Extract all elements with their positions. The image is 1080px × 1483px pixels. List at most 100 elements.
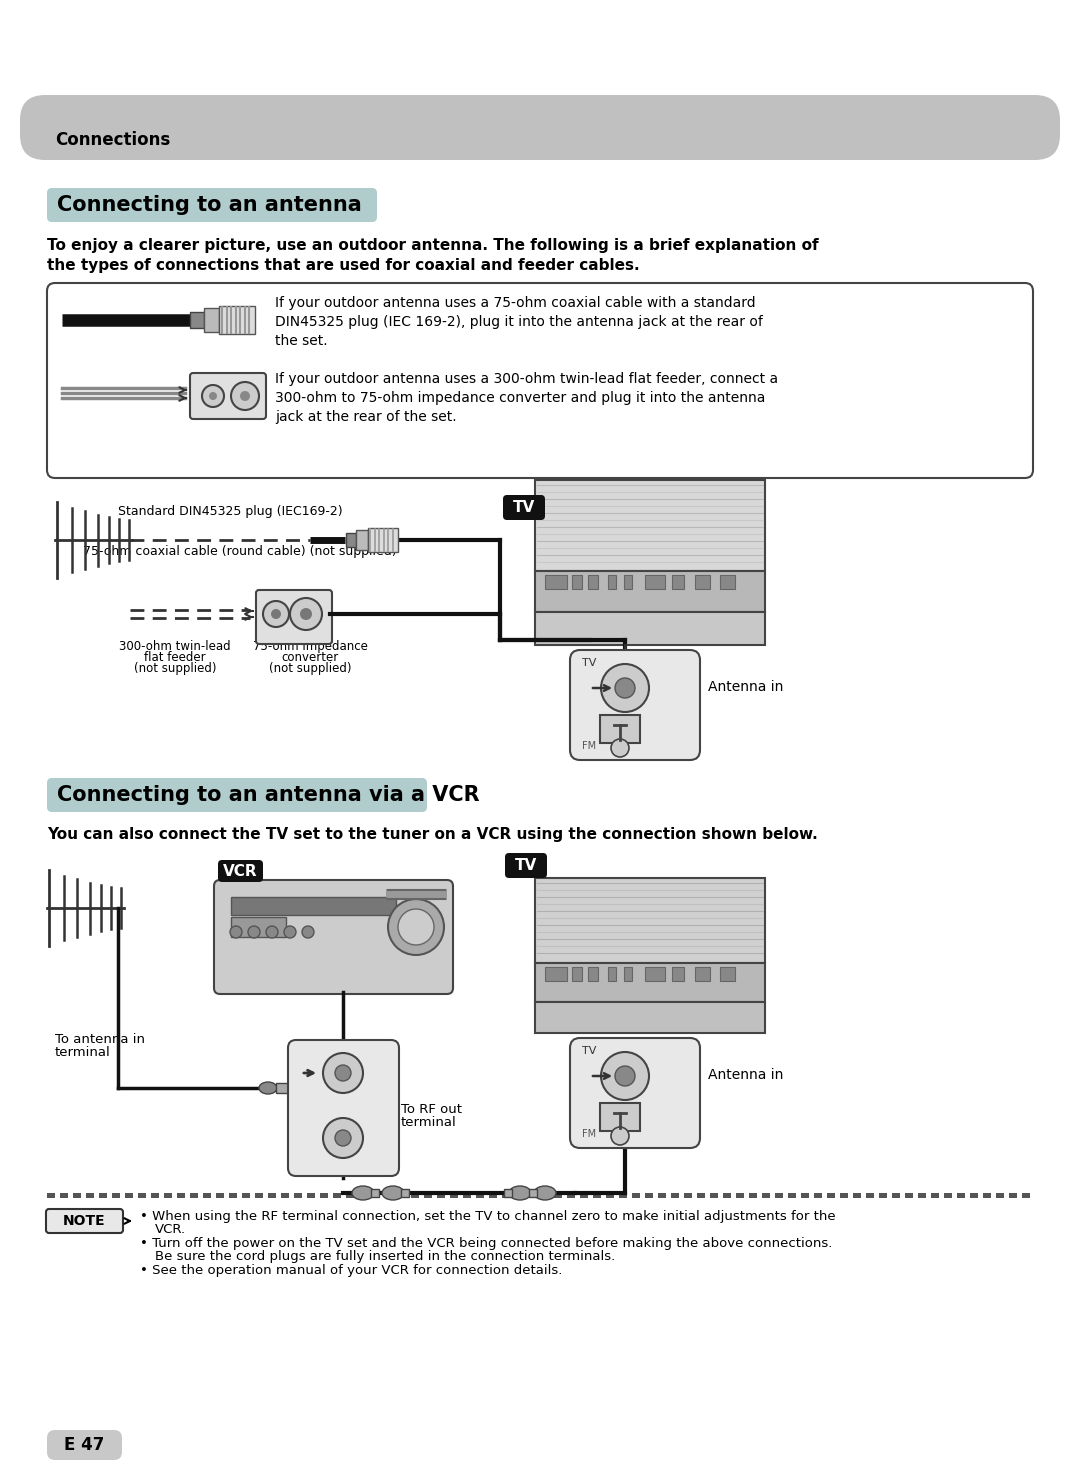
Bar: [359, 1192, 367, 1198]
Bar: [529, 1189, 537, 1197]
Text: terminal: terminal: [55, 1046, 111, 1059]
Bar: [567, 1192, 575, 1198]
Bar: [372, 1192, 380, 1198]
Text: (not supplied): (not supplied): [269, 661, 351, 675]
Bar: [368, 528, 399, 552]
Bar: [606, 1192, 615, 1198]
Bar: [827, 1192, 835, 1198]
FancyBboxPatch shape: [256, 590, 332, 644]
Text: You can also connect the TV set to the tuner on a VCR using the connection shown: You can also connect the TV set to the t…: [48, 828, 818, 842]
Text: 75-ohm impedance: 75-ohm impedance: [253, 641, 367, 653]
Bar: [219, 305, 255, 334]
FancyBboxPatch shape: [214, 879, 453, 994]
Bar: [957, 1192, 966, 1198]
FancyBboxPatch shape: [288, 1040, 399, 1176]
Circle shape: [202, 386, 224, 406]
Bar: [535, 964, 765, 1003]
Circle shape: [323, 1053, 363, 1093]
Text: converter: converter: [282, 651, 339, 664]
Bar: [99, 1192, 107, 1198]
Bar: [983, 1192, 991, 1198]
Text: Antenna in: Antenna in: [708, 1068, 783, 1083]
Bar: [356, 529, 368, 550]
Bar: [535, 612, 765, 645]
Bar: [840, 1192, 848, 1198]
FancyBboxPatch shape: [190, 374, 266, 420]
Text: To RF out: To RF out: [401, 1103, 462, 1117]
Bar: [112, 1192, 120, 1198]
Bar: [892, 1192, 900, 1198]
Circle shape: [388, 899, 444, 955]
Bar: [437, 1192, 445, 1198]
Bar: [216, 1192, 224, 1198]
Bar: [255, 1192, 264, 1198]
Bar: [931, 1192, 939, 1198]
FancyBboxPatch shape: [570, 1038, 700, 1148]
Text: 300-ohm twin-lead: 300-ohm twin-lead: [119, 641, 231, 653]
Text: Be sure the cord plugs are fully inserted in the connection terminals.: Be sure the cord plugs are fully inserte…: [156, 1250, 616, 1264]
Text: Standard DIN45325 plug (IEC169-2): Standard DIN45325 plug (IEC169-2): [118, 506, 342, 518]
Bar: [866, 1192, 874, 1198]
Bar: [203, 1192, 211, 1198]
FancyBboxPatch shape: [48, 188, 377, 222]
Bar: [572, 967, 582, 982]
Bar: [229, 1192, 237, 1198]
Bar: [489, 1192, 497, 1198]
FancyBboxPatch shape: [21, 95, 1059, 160]
Bar: [905, 1192, 913, 1198]
Bar: [750, 1192, 757, 1198]
FancyBboxPatch shape: [570, 650, 700, 759]
Bar: [384, 1192, 393, 1198]
Text: E 47: E 47: [64, 1436, 104, 1453]
Bar: [504, 1189, 512, 1197]
Bar: [190, 311, 204, 328]
Bar: [463, 1192, 471, 1198]
Circle shape: [600, 1051, 649, 1100]
Bar: [320, 1192, 328, 1198]
Bar: [814, 1192, 822, 1198]
Circle shape: [615, 1066, 635, 1086]
Circle shape: [240, 392, 249, 400]
Text: To enjoy a clearer picture, use an outdoor antenna. The following is a brief exp: To enjoy a clearer picture, use an outdo…: [48, 237, 819, 254]
Text: Connections: Connections: [55, 131, 171, 148]
Bar: [411, 1192, 419, 1198]
Bar: [424, 1192, 432, 1198]
Circle shape: [210, 392, 217, 400]
Bar: [672, 967, 684, 982]
Text: (not supplied): (not supplied): [134, 661, 216, 675]
Bar: [775, 1192, 783, 1198]
Bar: [401, 1189, 409, 1197]
Bar: [502, 1192, 510, 1198]
Text: Connecting to an antenna via a VCR: Connecting to an antenna via a VCR: [57, 785, 480, 805]
FancyBboxPatch shape: [503, 495, 545, 521]
Text: flat feeder: flat feeder: [145, 651, 206, 664]
Bar: [268, 1192, 276, 1198]
Text: • Turn off the power on the TV set and the VCR being connected before making the: • Turn off the power on the TV set and t…: [140, 1237, 833, 1250]
Bar: [710, 1192, 718, 1198]
Bar: [801, 1192, 809, 1198]
Bar: [541, 1192, 549, 1198]
Text: 75-ohm coaxial cable (round cable) (not supplied): 75-ohm coaxial cable (round cable) (not …: [83, 544, 396, 558]
Bar: [593, 1192, 600, 1198]
Ellipse shape: [509, 1186, 531, 1200]
Bar: [231, 916, 286, 937]
Text: VCR.: VCR.: [156, 1223, 186, 1235]
Bar: [346, 1192, 354, 1198]
Bar: [535, 1003, 765, 1034]
Bar: [545, 575, 567, 589]
Bar: [970, 1192, 978, 1198]
Text: If your outdoor antenna uses a 300-ohm twin-lead flat feeder, connect a
300-ohm : If your outdoor antenna uses a 300-ohm t…: [275, 372, 778, 424]
Bar: [515, 1192, 523, 1198]
Bar: [996, 1192, 1004, 1198]
FancyBboxPatch shape: [48, 1430, 122, 1459]
Bar: [580, 1192, 588, 1198]
Bar: [671, 1192, 679, 1198]
Bar: [735, 1192, 744, 1198]
Bar: [528, 1192, 536, 1198]
Circle shape: [264, 601, 289, 627]
Bar: [762, 1192, 770, 1198]
Bar: [600, 715, 640, 743]
Circle shape: [611, 739, 629, 756]
Bar: [672, 575, 684, 589]
Bar: [1022, 1192, 1030, 1198]
